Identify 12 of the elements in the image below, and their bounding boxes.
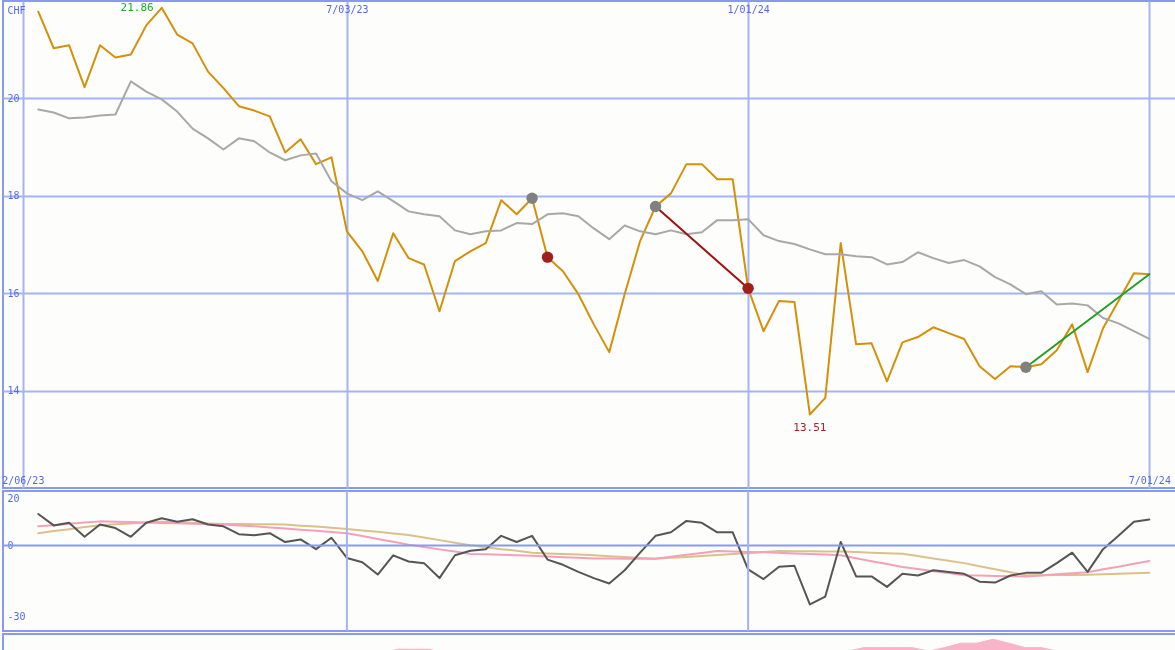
y-tick-label: 20 — [7, 492, 20, 504]
y-axis-title: CHF — [7, 4, 26, 16]
y-tick-label: 16 — [7, 287, 20, 299]
y-tick-label: 18 — [7, 190, 20, 202]
annotation: 13.51 — [793, 421, 827, 435]
y-tick-label: -30 — [7, 611, 26, 623]
y-tick-label: 14 — [7, 385, 20, 397]
x2-tick-label: 7/03/23 — [326, 3, 369, 15]
x2-tick-label: 1/01/24 — [727, 3, 770, 15]
x-tick-label: 7/01/24 — [1128, 474, 1171, 486]
y-tick-label: 20 — [7, 92, 20, 104]
annotation: 21.86 — [120, 0, 154, 14]
